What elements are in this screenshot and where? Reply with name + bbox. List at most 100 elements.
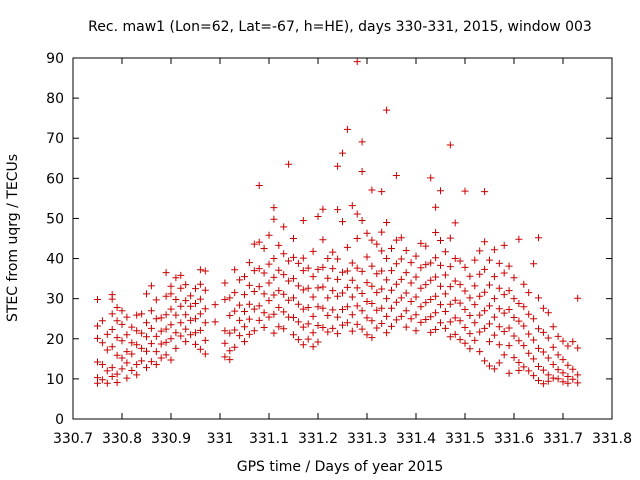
data-point: [343, 267, 351, 275]
data-point: [476, 328, 484, 336]
data-point: [500, 328, 508, 336]
data-point: [549, 323, 557, 331]
data-point: [275, 303, 283, 311]
data-point: [407, 315, 415, 323]
data-point: [231, 266, 239, 274]
data-point: [339, 268, 346, 276]
data-point: [554, 332, 562, 340]
data-point: [456, 299, 464, 307]
data-point: [304, 284, 312, 292]
data-point: [236, 316, 244, 324]
data-point: [378, 247, 386, 255]
data-point: [397, 294, 405, 302]
data-point: [368, 299, 376, 307]
y-tick-label: 40: [46, 252, 64, 268]
data-point: [569, 338, 577, 346]
data-point: [525, 367, 533, 375]
data-point: [422, 316, 430, 324]
data-point: [275, 266, 283, 274]
data-point: [304, 264, 312, 272]
data-point: [324, 294, 332, 302]
data-point: [270, 273, 278, 281]
data-point: [437, 187, 444, 195]
data-point: [108, 326, 116, 334]
data-point: [329, 248, 337, 256]
data-point: [133, 327, 141, 335]
data-point: [143, 347, 150, 355]
data-point: [412, 252, 420, 260]
data-point: [397, 255, 405, 263]
data-point: [481, 188, 489, 196]
data-point: [294, 282, 302, 290]
y-axis-label: STEC from uqrg / TECUs: [5, 154, 21, 322]
data-point: [304, 335, 312, 343]
data-point: [334, 275, 342, 283]
data-point: [241, 273, 248, 281]
data-point: [466, 312, 474, 320]
data-point: [172, 344, 180, 352]
data-point: [407, 259, 415, 267]
data-point: [280, 250, 288, 258]
data-point: [559, 369, 567, 377]
data-point: [226, 347, 234, 355]
data-point: [417, 318, 425, 326]
data-point: [515, 337, 523, 345]
data-point: [446, 333, 454, 341]
data-point: [329, 265, 337, 273]
data-point: [427, 259, 435, 267]
data-point: [500, 291, 508, 299]
data-point: [422, 242, 430, 250]
data-point: [103, 330, 111, 338]
data-point: [299, 254, 307, 262]
data-point: [152, 296, 160, 304]
data-point: [392, 316, 400, 324]
data-point: [280, 223, 288, 231]
data-point: [456, 317, 464, 325]
data-point: [544, 377, 552, 385]
data-point: [290, 314, 297, 322]
data-point: [201, 267, 209, 275]
data-point: [490, 313, 498, 321]
data-point: [363, 229, 371, 237]
data-point: [290, 275, 297, 283]
data-point: [495, 259, 503, 267]
data-point: [397, 234, 405, 242]
data-point: [348, 327, 356, 335]
data-point: [378, 267, 386, 275]
data-point: [343, 283, 351, 291]
data-point: [446, 141, 454, 149]
data-point: [392, 236, 400, 244]
data-point: [172, 311, 180, 319]
data-point: [118, 337, 126, 345]
data-point: [378, 304, 386, 312]
data-point: [461, 305, 469, 313]
y-tick-label: 0: [55, 412, 64, 428]
data-point: [172, 329, 180, 337]
data-point: [108, 310, 116, 318]
data-point: [348, 293, 356, 301]
data-point: [358, 267, 366, 275]
data-point: [486, 281, 493, 289]
data-point: [437, 301, 444, 309]
data-point: [505, 342, 513, 350]
data-point: [437, 237, 444, 245]
data-point: [348, 259, 356, 267]
data-point: [250, 267, 258, 275]
data-point: [500, 351, 508, 359]
data-point: [94, 295, 101, 303]
data-point: [353, 284, 361, 292]
data-point: [182, 338, 190, 346]
data-point: [290, 235, 297, 242]
data-point: [510, 354, 518, 362]
data-point: [108, 295, 116, 303]
data-point: [515, 366, 523, 374]
data-point: [446, 283, 454, 291]
data-point: [275, 323, 283, 331]
data-point: [554, 351, 562, 359]
data-point: [378, 228, 386, 236]
data-point: [417, 239, 425, 247]
y-tick-label: 50: [46, 211, 64, 227]
y-tick-label: 90: [46, 51, 64, 67]
data-point: [255, 302, 263, 310]
data-point: [319, 205, 327, 213]
